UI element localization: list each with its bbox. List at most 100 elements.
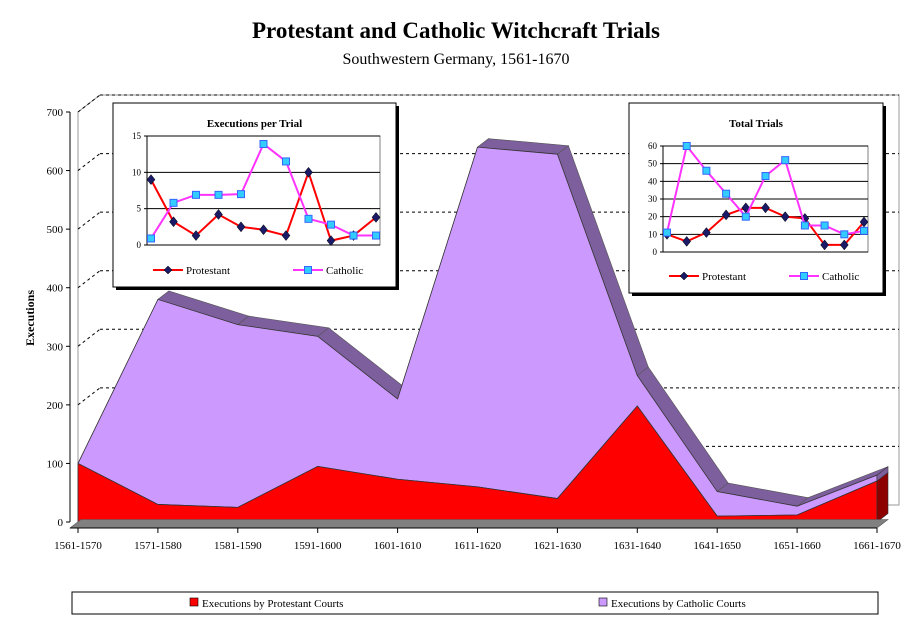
inset-y-tick-label: 15 — [132, 131, 142, 141]
floor — [69, 519, 889, 529]
legend-marker-protestant — [163, 265, 173, 275]
main-legend: Executions by Protestant Courts Execution… — [71, 591, 879, 615]
inset-y-tick-label: 5 — [137, 204, 142, 214]
x-tick-label: 1571-1580 — [134, 540, 182, 552]
y-tick-label: 0 — [58, 517, 64, 529]
x-tick-label: 1621-1630 — [534, 540, 582, 552]
catholic-marker — [349, 231, 358, 240]
protestant-marker — [236, 221, 246, 233]
protestant-marker — [259, 224, 268, 236]
chart-subtitle: Southwestern Germany, 1561-1670 — [343, 51, 570, 68]
inset-y-tick-label: 50 — [648, 159, 658, 169]
x-tick-label: 1581-1590 — [214, 540, 262, 552]
y-tick-label: 600 — [47, 166, 64, 178]
protestant-marker — [281, 230, 291, 241]
catholic-marker — [722, 189, 731, 198]
legend-label-protestant: Protestant — [186, 265, 230, 277]
inset-y-tick-label: 10 — [132, 167, 142, 177]
y-tick-label: 200 — [47, 400, 64, 412]
gridline-diagonal — [77, 328, 101, 347]
inset-title: Executions per Trial — [207, 118, 302, 130]
chart-title: Protestant and Catholic Witchcraft Trial… — [252, 18, 660, 43]
y-axis-label: Executions — [23, 290, 37, 346]
legend-label-catholic: Catholic — [326, 265, 363, 277]
catholic-marker — [781, 156, 790, 165]
protestant-marker — [820, 239, 829, 251]
protestant-marker — [191, 230, 201, 241]
inset-y-tick-label: 20 — [648, 212, 658, 222]
inset-y-tick-label: 0 — [137, 240, 142, 250]
x-tick-label: 1641-1650 — [693, 540, 741, 552]
x-tick-label: 1631-1640 — [613, 540, 661, 552]
protestant-area — [77, 405, 878, 523]
catholic-marker — [820, 221, 829, 230]
catholic-marker — [169, 198, 178, 207]
legend-label-catholic: Catholic — [822, 271, 859, 283]
x-tick-label: 1651-1660 — [773, 540, 821, 552]
catholic-marker — [304, 214, 313, 223]
catholic-marker — [840, 230, 849, 239]
protestant-marker — [682, 235, 692, 247]
legend-frame — [71, 591, 879, 615]
gridline-diagonal — [77, 387, 101, 406]
catholic-side-face — [876, 466, 889, 482]
protestant-marker — [761, 202, 770, 214]
catholic-marker — [741, 212, 750, 221]
legend-label-protestant: Executions by Protestant Courts — [202, 598, 343, 610]
protestant-marker — [304, 166, 313, 178]
protestant-marker — [326, 235, 336, 247]
inset-y-tick-label: 0 — [653, 247, 658, 257]
catholic-marker — [800, 221, 809, 230]
legend-swatch-protestant — [189, 597, 199, 607]
gridline-diagonal — [77, 270, 101, 289]
inset-title: Total Trials — [729, 118, 784, 130]
catholic-marker — [702, 166, 711, 175]
y-tick-label: 100 — [47, 458, 64, 470]
legend-swatch-catholic — [598, 597, 608, 607]
main-area-chart: 0100200300400500600700Executions1561-157… — [23, 94, 901, 552]
x-tick-label: 1561-1570 — [54, 540, 102, 552]
catholic-marker — [147, 234, 155, 243]
protestant-marker — [702, 227, 711, 238]
catholic-marker — [237, 190, 245, 199]
inset-y-tick-label: 30 — [648, 194, 658, 204]
protestant-marker — [146, 174, 156, 186]
y-tick-label: 400 — [47, 283, 64, 295]
gridline-diagonal — [77, 94, 101, 113]
catholic-marker — [282, 157, 290, 166]
catholic-marker — [682, 142, 691, 150]
y-tick-label: 300 — [47, 341, 64, 353]
inset-total-trials: Total Trials 0 10 20 30 40 50 60 Protestant Catho… — [628, 102, 886, 296]
gridline-diagonal — [77, 153, 101, 171]
legend-marker-protestant — [679, 271, 689, 281]
y-tick-label: 700 — [47, 107, 64, 119]
legend-marker-catholic — [304, 266, 312, 274]
legend-label-protestant: Protestant — [702, 271, 746, 283]
protestant-marker — [721, 209, 731, 221]
protestant-marker — [214, 209, 223, 220]
legend-marker-catholic — [800, 272, 808, 280]
catholic-marker — [761, 172, 770, 181]
catholic-marker — [663, 228, 671, 237]
catholic-marker — [372, 231, 380, 240]
catholic-marker — [860, 226, 868, 235]
x-tick-label: 1611-1620 — [454, 540, 502, 552]
protestant-marker — [780, 211, 790, 223]
inset-executions-per-trial: Executions per Trial 0 5 10 15 Protestant Cath… — [112, 102, 399, 290]
inset-y-tick-label: 60 — [648, 141, 658, 151]
protestant-marker — [839, 239, 849, 251]
inset-y-tick-label: 40 — [648, 176, 658, 186]
y-tick-label: 500 — [47, 224, 64, 236]
x-tick-label: 1661-1670 — [853, 540, 901, 552]
legend-label-catholic: Executions by Catholic Courts — [611, 598, 746, 610]
x-tick-label: 1601-1610 — [374, 540, 422, 552]
protestant-marker — [169, 216, 178, 228]
inset-y-tick-label: 10 — [648, 229, 658, 239]
catholic-marker — [192, 190, 200, 199]
catholic-marker — [214, 190, 223, 199]
catholic-marker — [259, 139, 268, 148]
protestant-marker — [371, 211, 381, 223]
catholic-marker — [327, 220, 335, 229]
x-tick-label: 1591-1600 — [294, 540, 342, 552]
